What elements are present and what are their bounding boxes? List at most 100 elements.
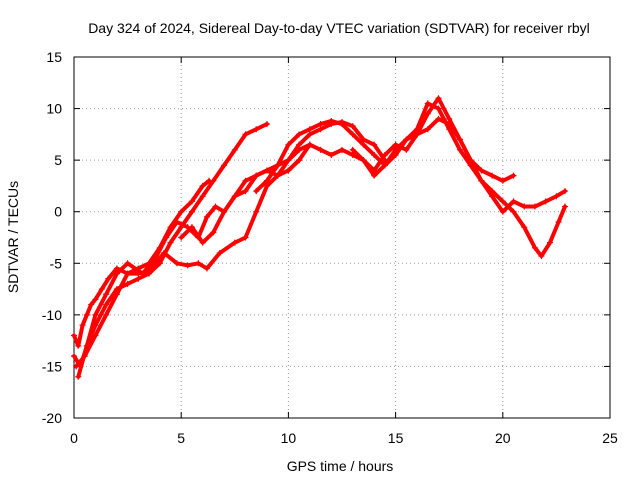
data-point (274, 172, 281, 179)
data-point (274, 162, 281, 169)
data-point (199, 239, 206, 246)
data-point (79, 322, 86, 329)
data-point (555, 219, 562, 226)
grid-lines (74, 57, 610, 418)
data-point (510, 198, 517, 205)
data-point (296, 157, 303, 164)
data-point (263, 121, 270, 128)
data-point (242, 234, 249, 241)
data-point (499, 198, 506, 205)
x-tick-label: 20 (495, 430, 511, 446)
y-tick-label: 5 (54, 152, 62, 168)
x-tick-label: 5 (177, 430, 185, 446)
data-point (139, 270, 146, 277)
data-point (285, 157, 292, 164)
y-tick-label: -15 (42, 358, 62, 374)
data-point (188, 208, 195, 215)
y-tick-label: -20 (42, 410, 62, 426)
data-point (161, 249, 168, 256)
data-point (360, 136, 367, 143)
data-point (381, 162, 388, 169)
data-point (489, 172, 496, 179)
data-point (467, 162, 474, 169)
data-point (456, 136, 463, 143)
data-point (135, 275, 142, 282)
data-point (499, 208, 506, 215)
data-point (203, 265, 210, 272)
data-point (349, 146, 356, 153)
x-tick-label: 10 (281, 430, 297, 446)
data-point (349, 151, 356, 158)
series-line (74, 158, 302, 369)
data-point (360, 141, 367, 148)
data-point (92, 332, 99, 339)
data-point (75, 342, 82, 349)
data-point (285, 167, 292, 174)
data-point (167, 239, 174, 246)
data-point (285, 141, 292, 148)
y-tick-label: 10 (46, 101, 62, 117)
data-point (478, 167, 485, 174)
plot-frame (73, 56, 611, 419)
data-point (561, 188, 568, 195)
data-point (210, 177, 217, 184)
data-point (296, 131, 303, 138)
data-point (221, 208, 228, 215)
data-point (203, 213, 210, 220)
data-point (231, 146, 238, 153)
data-point (531, 244, 538, 251)
data-point (510, 208, 517, 215)
y-tick-label: 0 (54, 204, 62, 220)
data-point (92, 311, 99, 318)
x-axis-label: GPS time / hours (287, 458, 394, 474)
data-point (124, 260, 131, 267)
data-point (414, 131, 421, 138)
series-track-7 (285, 95, 568, 215)
data-point (184, 262, 191, 269)
axis-ticks: 0 5 10 15 20 25 -20 -15 -10 -5 0 5 10 15 (42, 49, 618, 446)
data-point (456, 146, 463, 153)
data-point (113, 265, 120, 272)
data-point (371, 172, 378, 179)
data-point (446, 126, 453, 133)
data-point (92, 296, 99, 303)
data-point (103, 311, 110, 318)
data-point (73, 363, 80, 370)
data-point (317, 121, 324, 128)
data-point (339, 146, 345, 153)
data-point (561, 203, 568, 210)
data-point (199, 193, 206, 200)
data-point (521, 203, 528, 210)
data-point (216, 249, 223, 256)
data-point (489, 193, 496, 200)
data-point (531, 203, 538, 210)
data-point (253, 126, 260, 133)
data-point (424, 110, 431, 117)
data-point (231, 193, 238, 200)
data-point (349, 123, 356, 130)
data-point (339, 121, 345, 128)
data-point (253, 208, 260, 215)
data-point (242, 188, 249, 195)
data-point (178, 234, 185, 241)
y-tick-label: -5 (50, 255, 63, 271)
data-series (71, 95, 568, 380)
data-point (328, 151, 335, 158)
data-point (263, 182, 270, 189)
data-point (231, 239, 238, 246)
data-point (199, 182, 206, 189)
data-point (360, 157, 367, 164)
data-point (178, 208, 185, 215)
data-point (435, 105, 442, 112)
data-point (242, 131, 249, 138)
data-point (263, 177, 270, 184)
data-point (173, 219, 180, 226)
data-point (173, 260, 180, 267)
data-point (212, 203, 219, 210)
data-point (253, 188, 260, 195)
data-point (195, 260, 202, 267)
data-point (349, 131, 356, 138)
data-point (210, 229, 217, 236)
data-point (542, 198, 549, 205)
data-point (371, 141, 378, 148)
